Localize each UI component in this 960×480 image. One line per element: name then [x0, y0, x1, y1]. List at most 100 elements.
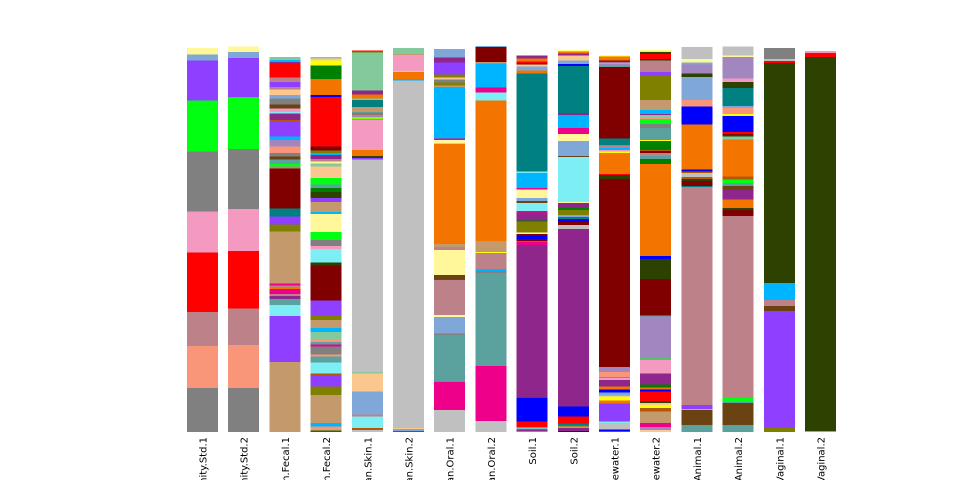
bar-segment	[681, 100, 713, 107]
bar-segment	[640, 140, 672, 150]
bar-segment	[434, 57, 466, 63]
bar-segment	[475, 63, 507, 88]
bar-segment	[640, 124, 672, 128]
bar-segment	[640, 76, 672, 101]
x-tick-label: Human.Oral.2	[487, 437, 498, 480]
bar-segment	[516, 173, 548, 189]
bar-segment	[516, 201, 548, 204]
bar-segment	[722, 132, 754, 135]
bar-segment	[763, 311, 795, 429]
bar-segment	[351, 428, 383, 431]
bar-segment	[516, 63, 548, 65]
bar-segment	[475, 62, 507, 64]
bar-segment	[310, 339, 342, 342]
bar-segment	[805, 430, 836, 432]
bar-segment	[434, 243, 466, 247]
bar-segment	[516, 73, 548, 172]
bar-segment	[269, 108, 301, 112]
bar-segment	[557, 140, 589, 156]
bar-segment	[557, 210, 589, 216]
bars-layer	[187, 46, 836, 432]
bar-community-std-2	[228, 46, 260, 432]
bar-segment	[640, 405, 672, 409]
bar-segment	[722, 105, 754, 108]
bar-segment	[763, 48, 795, 60]
bar-segment	[310, 96, 342, 147]
bar-segment	[310, 158, 342, 162]
bar-segment	[310, 240, 342, 247]
bar-segment	[722, 115, 754, 133]
bar-segment	[640, 72, 672, 77]
bar-segment	[187, 311, 218, 346]
bar-segment	[722, 81, 754, 88]
x-tick-labels: Community.Std.1 Community.Std.2 Human.Feca…	[199, 437, 828, 480]
bar-segment	[599, 138, 630, 145]
bar-segment	[187, 252, 218, 312]
bar-segment	[351, 430, 383, 432]
bar-segment	[640, 115, 672, 118]
bar-segment	[722, 107, 754, 115]
bar-segment	[640, 52, 672, 55]
bar-soil-2	[557, 50, 589, 432]
bar-segment	[640, 360, 672, 374]
x-tick-label: Animal.2	[734, 437, 745, 480]
bar-segment	[599, 178, 630, 368]
bar-segment	[640, 117, 672, 120]
bar-segment	[599, 395, 630, 397]
bar-segment	[351, 113, 383, 115]
bar-human-oral-2	[475, 46, 507, 432]
bar-segment	[599, 430, 630, 432]
bar-segment	[722, 403, 754, 426]
bar-segment	[434, 74, 466, 78]
bar-segment	[310, 422, 342, 427]
bar-segment	[228, 208, 260, 251]
x-tick-label: Animal.1	[693, 437, 704, 480]
bar-segment	[434, 380, 466, 383]
bar-segment	[599, 378, 630, 381]
bar-segment	[228, 51, 260, 58]
x-tick-label: Human.Fecal.1	[281, 437, 292, 480]
bar-segment	[269, 139, 301, 147]
bar-segment	[763, 428, 795, 432]
bar-segment	[434, 410, 466, 432]
bar-segment	[599, 380, 630, 387]
bar-segment	[557, 50, 589, 52]
bar-segment	[640, 384, 672, 388]
bar-segment	[434, 274, 466, 279]
bar-segment	[310, 394, 342, 423]
bar-segment	[187, 345, 218, 388]
bar-segment	[681, 62, 713, 65]
bar-segment	[681, 185, 713, 188]
bar-segment	[269, 304, 301, 317]
bar-segment	[516, 398, 548, 422]
bar-segment	[516, 397, 548, 399]
bar-segment	[393, 428, 424, 431]
bar-segment	[557, 203, 589, 209]
bar-segment	[516, 188, 548, 190]
bar-segment	[640, 389, 672, 392]
bar-segment	[393, 53, 424, 55]
bar-segment	[434, 142, 466, 144]
bar-segment	[269, 89, 301, 95]
bar-segment	[475, 420, 507, 432]
bar-segment	[722, 139, 754, 177]
bar-segment	[187, 54, 218, 61]
bar-segment	[516, 203, 548, 212]
bar-segment	[516, 171, 548, 174]
bar-segment	[640, 427, 672, 431]
bar-segment	[351, 107, 383, 113]
bar-segment	[310, 161, 342, 164]
bar-segment	[599, 147, 630, 150]
bar-segment	[681, 177, 713, 179]
bar-segment	[681, 410, 713, 426]
bar-segment	[434, 48, 466, 58]
bar-segment	[269, 316, 301, 363]
bar-segment	[434, 144, 466, 244]
bar-segment	[557, 53, 589, 56]
bar-segment	[187, 48, 218, 55]
bar-segment	[599, 60, 630, 62]
bar-segment	[763, 59, 795, 62]
bar-segment	[599, 65, 630, 67]
bar-segment	[557, 127, 589, 135]
bar-segment	[393, 430, 424, 432]
